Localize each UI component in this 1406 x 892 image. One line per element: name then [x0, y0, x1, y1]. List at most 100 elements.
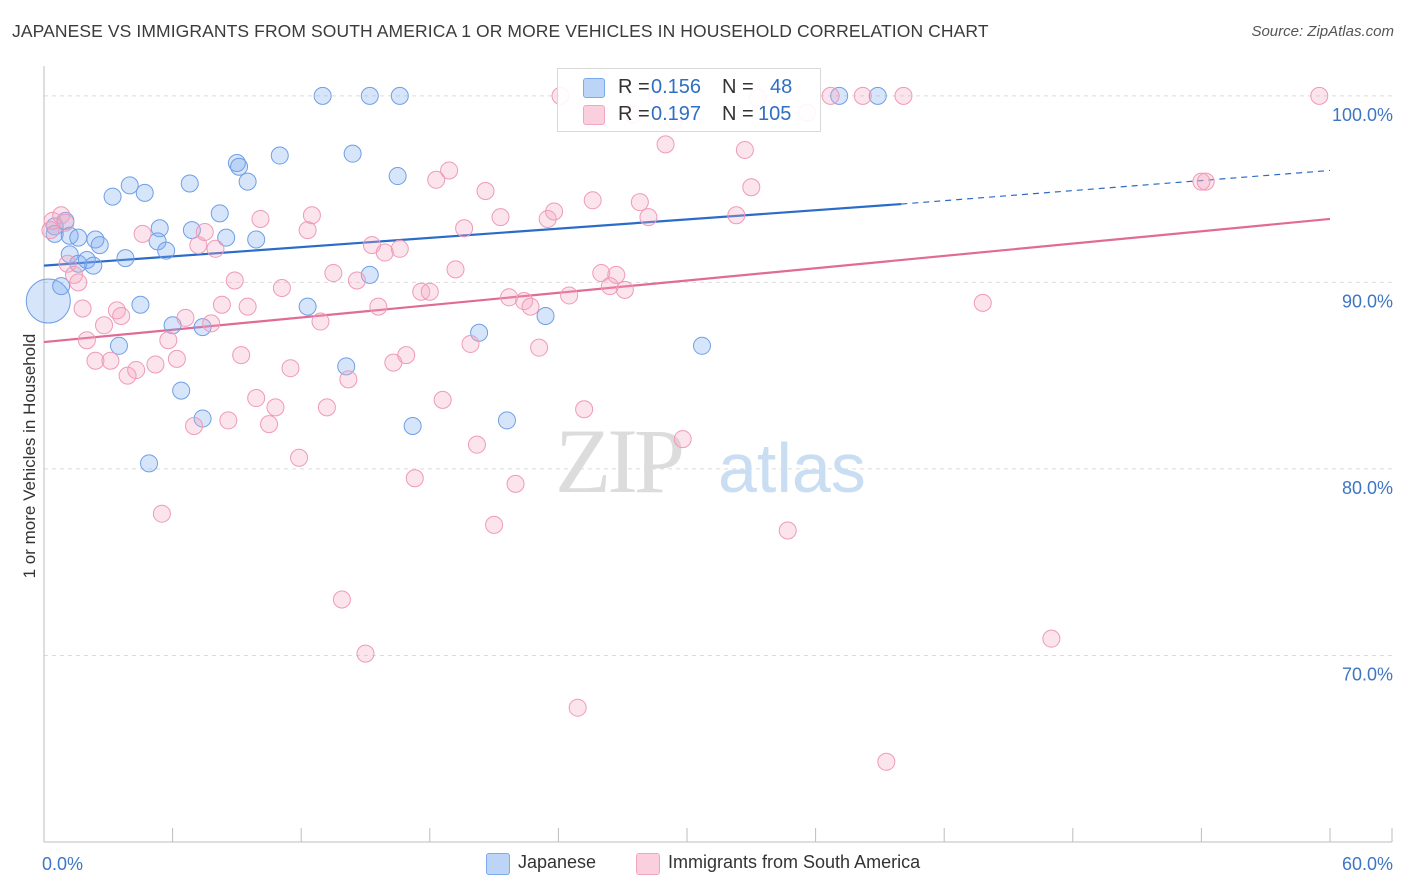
point-south-america — [77, 331, 96, 350]
point-japanese — [180, 174, 199, 193]
point-south-america — [272, 278, 291, 297]
point-south-america — [530, 338, 549, 357]
y-tick-label: 90.0% — [1342, 291, 1393, 311]
point-south-america — [185, 417, 204, 436]
point-japanese — [230, 157, 249, 176]
point-south-america — [607, 265, 626, 284]
point-japanese — [313, 86, 332, 105]
point-south-america — [232, 346, 251, 365]
bottom-legend-swatch-south-america — [636, 853, 660, 875]
point-japanese — [238, 172, 257, 191]
point-japanese — [343, 144, 362, 163]
point-south-america — [56, 213, 75, 232]
point-south-america — [600, 277, 619, 296]
x-tick-label: 60.0% — [1342, 854, 1393, 874]
point-south-america — [853, 86, 872, 105]
point-south-america — [742, 178, 761, 197]
point-south-america — [476, 181, 495, 200]
bottom-legend-label: Immigrants from South America — [668, 852, 921, 872]
point-south-america — [427, 170, 446, 189]
point-south-america — [506, 474, 525, 493]
legend-n-label: N = — [722, 103, 754, 125]
point-south-america — [727, 206, 746, 225]
point-south-america — [69, 273, 88, 292]
legend-n-value: 48 — [770, 76, 793, 98]
point-south-america — [821, 86, 840, 105]
point-south-america — [302, 206, 321, 225]
point-south-america — [251, 209, 270, 228]
point-south-america — [159, 331, 178, 350]
point-japanese — [217, 228, 236, 247]
point-south-america — [1196, 172, 1215, 191]
point-south-america — [260, 415, 279, 434]
point-japanese — [110, 336, 129, 355]
legend-r-label: R = — [618, 103, 650, 125]
trend-line-extension-japanese — [901, 169, 1331, 205]
legend-r-value: 0.156 — [651, 76, 702, 98]
point-japanese — [360, 86, 379, 105]
point-south-america — [521, 297, 540, 316]
point-japanese — [140, 454, 159, 473]
trend-line-japanese — [43, 202, 902, 267]
point-japanese — [84, 256, 103, 275]
point-south-america — [560, 286, 579, 305]
point-japanese — [337, 357, 356, 376]
point-south-america — [266, 398, 285, 417]
point-japanese — [157, 241, 176, 260]
point-south-america — [485, 515, 504, 534]
x-tick-label: 0.0% — [42, 854, 83, 874]
point-japanese — [388, 167, 407, 186]
point-south-america — [202, 314, 221, 333]
point-south-america — [112, 306, 131, 325]
point-japanese — [69, 228, 88, 247]
point-south-america — [58, 254, 77, 273]
point-south-america — [356, 644, 375, 663]
point-south-america — [455, 219, 474, 238]
point-south-america — [461, 334, 480, 353]
point-south-america — [639, 208, 658, 227]
point-south-america — [390, 239, 409, 258]
point-south-america — [433, 390, 452, 409]
legend-n-label: N = — [722, 76, 754, 98]
point-south-america — [95, 316, 114, 335]
point-japanese — [298, 297, 317, 316]
point-south-america — [281, 359, 300, 378]
point-south-america — [298, 221, 317, 240]
bottom-legend-swatch-japanese — [486, 853, 510, 875]
point-south-america — [118, 366, 137, 385]
chart-title: JAPANESE VS IMMIGRANTS FROM SOUTH AMERIC… — [12, 21, 989, 41]
point-south-america — [446, 260, 465, 279]
trend-lines — [43, 169, 1331, 344]
legend-n-value: 105 — [758, 103, 792, 125]
point-south-america — [86, 351, 105, 370]
point-south-america — [575, 400, 594, 419]
point-japanese — [69, 254, 88, 273]
point-south-america — [195, 223, 214, 242]
point-south-america — [311, 312, 330, 331]
point-south-america — [467, 435, 486, 454]
point-south-america — [500, 288, 519, 307]
point-south-america — [332, 590, 351, 609]
point-japanese — [120, 176, 139, 195]
y-tick-label: 80.0% — [1342, 478, 1393, 498]
point-japanese — [52, 277, 71, 296]
legend-swatch-south-america — [583, 105, 605, 125]
point-south-america — [206, 239, 225, 258]
point-south-america — [735, 140, 754, 159]
point-south-america — [176, 308, 195, 327]
point-japanese — [497, 411, 516, 430]
tick-labels: 100.0% 90.0% 80.0% 70.0% 0.0% 60.0% — [42, 105, 1393, 874]
trend-line-south-america — [43, 217, 1331, 344]
point-japanese — [172, 381, 191, 400]
point-japanese — [135, 183, 154, 202]
axes — [43, 66, 1393, 843]
point-south-america — [247, 389, 266, 408]
point-japanese — [693, 336, 712, 355]
bottom-legend-label: Japanese — [518, 852, 597, 872]
point-south-america — [583, 191, 602, 210]
point-south-america — [656, 135, 675, 154]
point-south-america — [894, 86, 913, 105]
point-south-america — [1310, 86, 1329, 105]
point-south-america — [405, 469, 424, 488]
y-tick-label: 70.0% — [1342, 664, 1393, 684]
